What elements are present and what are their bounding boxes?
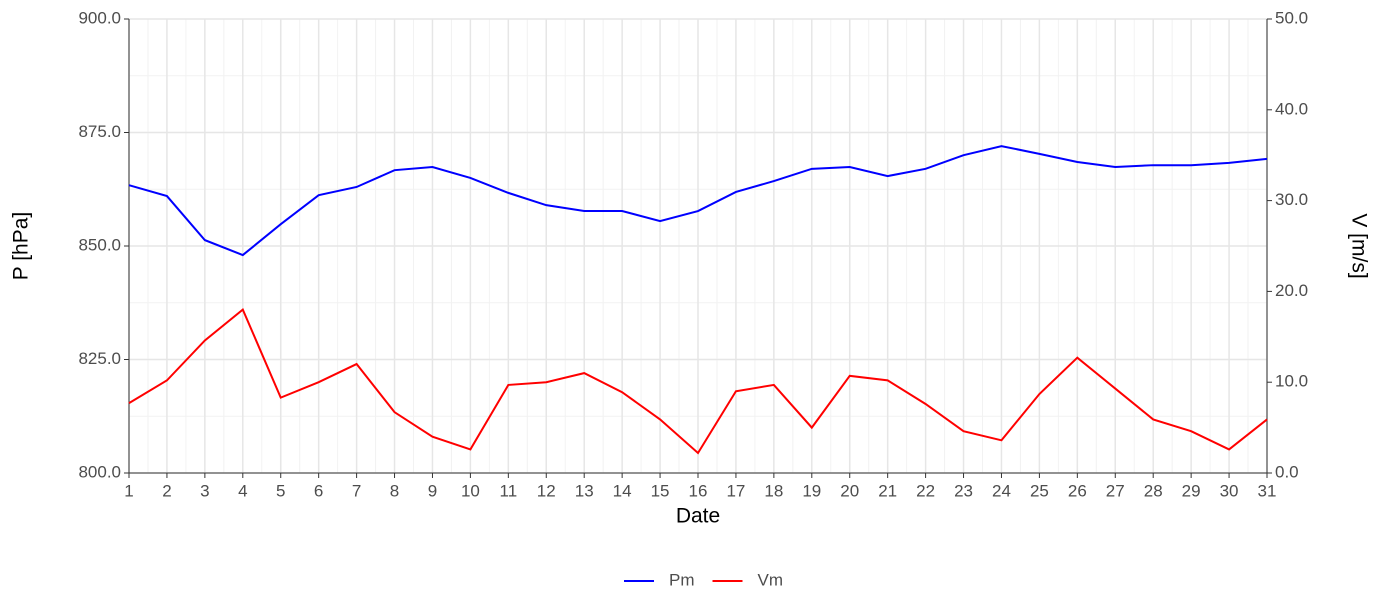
x-tick-label: 15 (651, 481, 670, 500)
series-line (128, 145, 1268, 257)
x-tick-label: 4 (238, 481, 247, 500)
legend-label: Vm (758, 570, 784, 589)
x-tick-label: 5 (276, 481, 285, 500)
x-tick-label: 20 (840, 481, 859, 500)
legend-label: Pm (669, 570, 695, 589)
y2-tick-label: 10.0 (1275, 372, 1308, 391)
x-tick-label: 10 (461, 481, 480, 500)
x-axis-title: Date (676, 505, 720, 528)
x-tick-label: 29 (1182, 481, 1201, 500)
y2-axis-title: V [m/s] (1347, 213, 1370, 278)
x-tick-label: 2 (162, 481, 171, 500)
y-tick-label: 800.0 (78, 462, 121, 481)
y2-tick-label: 30.0 (1275, 190, 1308, 209)
x-tick-label: 3 (200, 481, 209, 500)
x-tick-label: 22 (916, 481, 935, 500)
y-axis-title: P [hPa] (10, 212, 33, 281)
x-tick-label: 21 (878, 481, 897, 500)
x-tick-label: 14 (613, 481, 632, 500)
x-tick-label: 16 (689, 481, 708, 500)
x-tick-label: 13 (575, 481, 594, 500)
x-tick-label: 9 (428, 481, 437, 500)
x-tick-label: 1 (124, 481, 133, 500)
y-tick-label: 850.0 (78, 235, 121, 254)
x-tick-label: 24 (992, 481, 1011, 500)
y-tick-label: 900.0 (78, 8, 121, 27)
x-tick-label: 28 (1144, 481, 1163, 500)
x-tick-label: 25 (1030, 481, 1049, 500)
x-tick-label: 11 (500, 481, 518, 500)
y2-tick-label: 40.0 (1275, 99, 1308, 118)
y-tick-label: 875.0 (78, 122, 121, 141)
y2-tick-label: 50.0 (1275, 8, 1308, 27)
x-tick-label: 18 (764, 481, 783, 500)
x-tick-label: 17 (726, 481, 745, 500)
x-tick-label: 8 (390, 481, 399, 500)
x-tick-label: 6 (314, 481, 323, 500)
x-tick-label: 19 (802, 481, 821, 500)
series-line (128, 307, 1268, 455)
x-tick-label: 30 (1220, 481, 1239, 500)
x-tick-label: 7 (352, 481, 361, 500)
y-tick-label: 825.0 (78, 349, 121, 368)
x-tick-label: 31 (1258, 481, 1277, 500)
y2-tick-label: 0.0 (1275, 462, 1299, 481)
x-tick-label: 27 (1106, 481, 1125, 500)
x-tick-label: 26 (1068, 481, 1087, 500)
x-tick-label: 12 (537, 481, 556, 500)
y2-tick-label: 20.0 (1275, 281, 1308, 300)
x-tick-label: 23 (954, 481, 973, 500)
